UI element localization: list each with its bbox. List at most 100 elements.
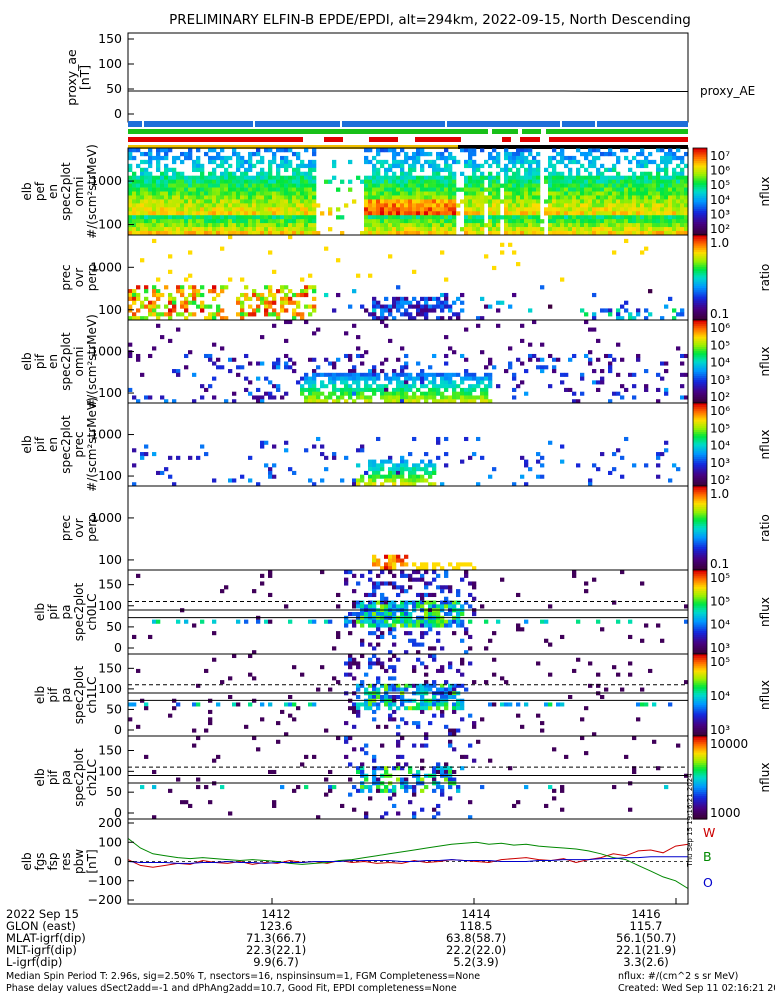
spectrogram-cell [488, 231, 493, 236]
spectrogram-cell [656, 191, 661, 196]
spectrogram-cell [652, 179, 657, 184]
colorbar-cell [693, 717, 707, 721]
spectrogram-cell [400, 187, 405, 192]
status-gap [445, 121, 447, 127]
spectrogram-cell [360, 448, 365, 453]
colorbar-tick: 10⁴ [710, 356, 730, 370]
spectrogram-cell [524, 211, 529, 216]
spectrogram-cell [236, 187, 241, 192]
spectrogram-cell [660, 227, 665, 232]
spectrogram-cell [560, 183, 565, 188]
spectrogram-cell [152, 285, 157, 290]
spectrogram-cell [412, 399, 417, 404]
colorbar-cell [693, 245, 707, 249]
spectrogram-cell [436, 171, 441, 176]
spectrogram-cell [468, 163, 473, 169]
spectrogram-cell [308, 702, 313, 707]
spectrogram-cell [548, 353, 553, 359]
spectrogram-cell [284, 227, 289, 232]
spectrogram-cell [288, 211, 293, 216]
colorbar-cell [693, 219, 707, 223]
spectrogram-cell [628, 661, 633, 666]
spectrogram-cell [156, 223, 161, 228]
spectrogram-cell [468, 661, 473, 666]
spectrogram-cell [576, 211, 581, 216]
spectrogram-cell [408, 585, 413, 590]
spectrogram-cell [640, 223, 645, 228]
spectrogram-cell [596, 183, 601, 188]
spectrogram-cell [472, 585, 477, 590]
spectrogram-cell [684, 203, 689, 208]
spectrogram-cell [180, 199, 185, 204]
spectrogram-cell [620, 187, 625, 192]
spectrogram-cell [412, 665, 417, 670]
spectrogram-cell [644, 207, 649, 212]
spectrogram-cell [436, 227, 441, 232]
spectrogram-cell [472, 199, 477, 204]
spectrogram-cell [588, 171, 593, 176]
spectrogram-cell [420, 695, 425, 700]
spectrogram-cell [272, 323, 277, 328]
spectrogram-cell [572, 231, 577, 236]
spectrogram-cell [384, 223, 389, 228]
spectrogram-cell [628, 207, 633, 212]
spectrogram-cell [492, 219, 497, 224]
spectrogram-cell [476, 175, 481, 180]
spectrogram-cell [516, 148, 521, 153]
spectrogram-cell [376, 657, 381, 662]
spectrogram-cell [384, 668, 389, 673]
spectrogram-cell [300, 211, 305, 216]
spectrogram-cell [384, 478, 389, 483]
spectrogram-cell [200, 163, 205, 169]
spectrogram-cell [412, 743, 417, 748]
spectrogram-cell [396, 380, 401, 385]
colorbar-cell [693, 647, 707, 651]
spectrogram-cell [392, 683, 397, 688]
spectrogram-cell [336, 215, 341, 220]
spectrogram-cell [200, 195, 205, 200]
spectrogram-cell [444, 191, 449, 196]
spectrogram-cell [364, 743, 369, 748]
spectrogram-cell [612, 600, 617, 605]
spectrogram-cell [176, 231, 181, 236]
spectrogram-cell [384, 581, 389, 586]
spectrogram-cell [344, 203, 349, 208]
spectrogram-cell [260, 399, 265, 404]
spectrogram-cell [392, 163, 397, 169]
spectrogram-cell [496, 384, 501, 389]
spectrogram-cell [404, 207, 409, 212]
spectrogram-cell [408, 785, 413, 790]
spectrogram-cell [384, 148, 389, 153]
spectrogram-cell [460, 661, 465, 666]
colorbar-cell [693, 355, 707, 358]
spectrogram-cell [372, 589, 377, 594]
spectrogram-cell [228, 207, 233, 212]
colorbar-cell [693, 317, 707, 321]
spectrogram-cell [432, 654, 437, 659]
spectrogram-cell [300, 179, 305, 184]
spectrogram-cell [408, 171, 413, 176]
spectrogram-cell [468, 455, 473, 460]
spectrogram-cell [560, 444, 565, 449]
spectrogram-cell [376, 304, 381, 309]
spectrogram-cell [404, 573, 409, 578]
spectrogram-cell [628, 807, 633, 812]
spectrogram-cell [532, 223, 537, 228]
spectrogram-cell [276, 175, 281, 180]
spectrogram-cell [508, 155, 513, 161]
spectrogram-cell [452, 215, 457, 220]
spectrogram-cell [300, 376, 305, 381]
spectrogram-cell [436, 387, 441, 392]
spectrogram-cell [300, 672, 305, 677]
ylabel-line: spec2plot [72, 582, 86, 641]
spectrogram-cell [268, 702, 273, 707]
spectrogram-cell [620, 203, 625, 208]
spectrogram-cell [420, 807, 425, 812]
spectrogram-cell [180, 215, 185, 220]
spectrogram-cell [484, 254, 489, 259]
spectrogram-cell [204, 215, 209, 220]
colorbar-cell [693, 167, 707, 171]
spectrogram-cell [272, 300, 277, 305]
spectrogram-cell [564, 183, 569, 188]
spectrogram-cell [436, 631, 441, 636]
